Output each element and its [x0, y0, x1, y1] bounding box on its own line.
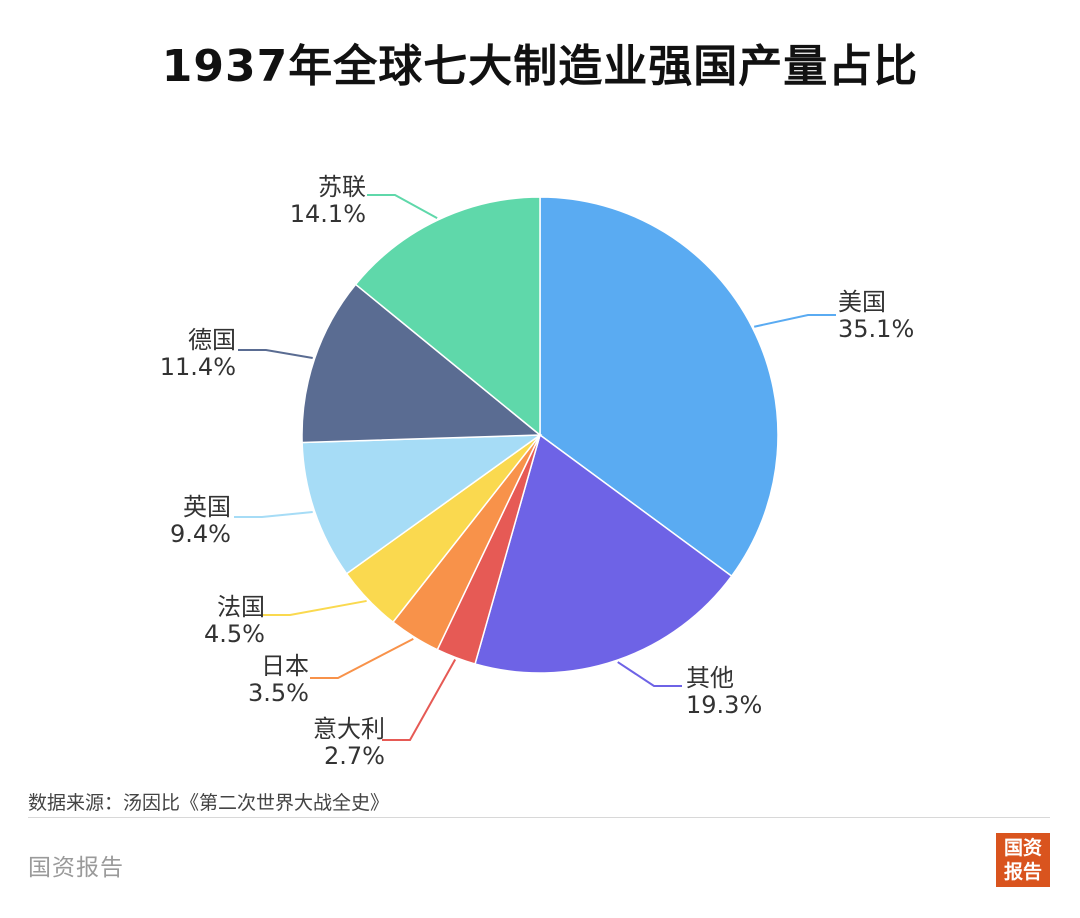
data-source: 数据来源：汤因比《第二次世界大战全史》: [28, 792, 390, 814]
slice-label-value-0: 35.1%: [838, 315, 914, 343]
slice-label-value-2: 2.7%: [324, 742, 385, 770]
slice-label-name-5: 英国: [183, 493, 231, 521]
logo-line-1: 国资: [1003, 837, 1042, 859]
pie-slice-6: [301, 283, 543, 444]
slice-label-name-3: 日本: [261, 652, 309, 680]
slice-label-name-4: 法国: [217, 593, 265, 621]
slice-label-value-1: 19.3%: [686, 691, 762, 719]
leader-line-3: [310, 637, 414, 679]
footer-divider: [28, 817, 1050, 818]
slice-label-name-2: 意大利: [313, 715, 385, 743]
slice-label-value-5: 9.4%: [170, 520, 231, 548]
pie-slice-1: [474, 433, 733, 674]
slice-label-name-7: 苏联: [318, 173, 366, 201]
leader-line-2: [382, 659, 457, 741]
leader-line-6: [238, 349, 313, 359]
slice-label-name-6: 德国: [188, 326, 236, 354]
slice-label-value-3: 3.5%: [248, 679, 309, 707]
brand-logo: 国资 报告: [996, 833, 1050, 887]
brand-name: 国资报告: [28, 855, 124, 881]
pie-slice-0: [539, 196, 779, 578]
slice-label-value-4: 4.5%: [204, 620, 265, 648]
slice-label-name-0: 美国: [838, 288, 886, 316]
logo-line-2: 报告: [1003, 861, 1042, 883]
leader-line-0: [753, 314, 836, 328]
leader-line-4: [262, 599, 367, 616]
leader-line-5: [234, 511, 313, 518]
slice-label-name-1: 其他: [686, 664, 734, 692]
pie-slice-5: [301, 434, 543, 575]
pie-slice-7: [354, 196, 541, 437]
leader-line-7: [367, 194, 438, 220]
slice-label-value-7: 14.1%: [290, 200, 366, 228]
slice-label-value-6: 11.4%: [160, 353, 236, 381]
chart-title: 1937年全球七大制造业强国产量占比: [161, 41, 919, 92]
leader-line-1: [617, 661, 682, 687]
